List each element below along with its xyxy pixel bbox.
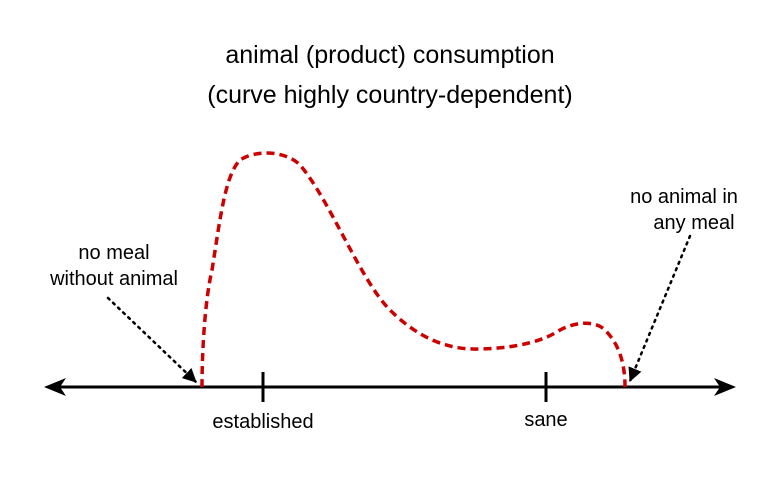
annotation-right-line-1: no animal in xyxy=(630,186,738,208)
title-line-1: animal (product) consumption xyxy=(225,41,554,69)
title-line-2: (curve highly country-dependent) xyxy=(207,81,572,109)
axis-arrow-right xyxy=(714,378,736,396)
tick-label-sane: sane xyxy=(524,409,567,431)
annotation-left-arrow xyxy=(106,296,198,384)
tick-label-established: established xyxy=(212,411,313,433)
annotation-right-line-2: any meal xyxy=(653,212,734,234)
axis-arrow-left xyxy=(44,378,66,396)
consumption-curve xyxy=(200,151,627,388)
annotation-right-arrow xyxy=(628,234,692,383)
annotation-left-line-1: no meal xyxy=(78,242,149,264)
annotation-left-line-2: without animal xyxy=(49,268,178,290)
